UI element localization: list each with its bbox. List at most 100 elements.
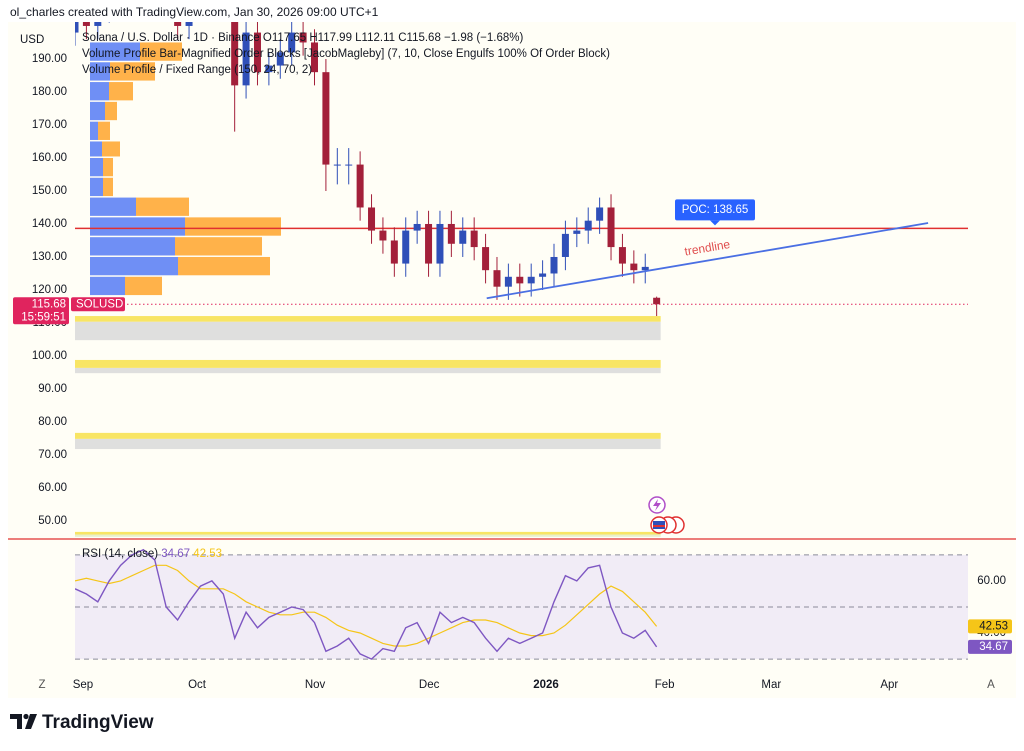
candle-body: [356, 164, 364, 208]
rsi-title-text: RSI (14, close): [82, 548, 158, 560]
y-tick-label: 90.00: [38, 383, 67, 395]
candle-body: [447, 223, 455, 244]
y-tick-label: 180.00: [32, 86, 67, 98]
volume-profile-up: [90, 101, 105, 121]
rsi-legend-value: 42.53: [193, 548, 222, 560]
candle-body: [618, 247, 626, 264]
candle-body: [174, 22, 182, 26]
order-block-top: [75, 316, 661, 322]
order-block-top: [75, 531, 661, 535]
candle-body: [322, 72, 330, 165]
credit: ol_charles created with TradingView.com,…: [10, 5, 379, 19]
candle-body: [82, 22, 90, 26]
value-label: 34.67: [979, 641, 1008, 653]
volume-profile-down: [175, 237, 262, 256]
symbol-box: [71, 297, 125, 312]
candle-body: [253, 32, 261, 73]
order-block-top: [75, 432, 661, 439]
candle-body: [459, 230, 467, 244]
indicator-label: Volume Profile Bar-Magnified Order Block…: [82, 48, 610, 60]
candle-body: [436, 223, 444, 264]
trendline: [486, 222, 929, 300]
rsi-title: RSI (14, close) 34.67 42.53: [82, 548, 222, 560]
candle-body: [482, 247, 490, 271]
symbol-label: SOLUSD: [76, 298, 123, 310]
y-tick-label: 50.00: [38, 515, 67, 527]
candle-body: [333, 164, 341, 166]
control-button[interactable]: A: [987, 679, 995, 691]
candle-body: [504, 276, 512, 287]
volume-profile-up: [90, 177, 103, 197]
candle-body: [607, 207, 615, 248]
candle-body: [311, 42, 319, 73]
candle-body: [379, 230, 387, 241]
rsi-legend-value: 34.67: [161, 548, 190, 560]
y-tick-label: 190.00: [32, 53, 67, 65]
value-label: 42.53: [979, 620, 1008, 632]
candle-body: [584, 220, 592, 231]
y-tick-label: 160.00: [32, 152, 67, 164]
y-tick-label: 100.00: [32, 350, 67, 362]
volume-profile-up: [90, 197, 136, 216]
rsi-line: [75, 564, 658, 647]
volume-profile-down: [109, 82, 133, 101]
indicator-label: Volume Profile / Fixed Range (150, 24, 7…: [82, 64, 312, 76]
volume-profile-down: [105, 101, 117, 121]
candle-body: [630, 263, 638, 271]
volume-profile-down: [140, 42, 182, 61]
x-tick-label: Apr: [880, 679, 898, 691]
last-price-label: 115.68: [32, 298, 66, 310]
volume-profile-down: [103, 177, 113, 197]
volume-profile-down: [185, 217, 281, 236]
candle-body: [596, 207, 604, 221]
volume-profile-down: [103, 157, 113, 177]
x-tick-label: Sep: [73, 679, 93, 691]
last-price-box: [13, 297, 69, 325]
candle-body: [539, 273, 547, 277]
y-tick-label: 70.00: [38, 449, 67, 461]
candle-body: [390, 240, 398, 264]
candle-body: [94, 22, 102, 26]
candle-body: [413, 223, 421, 231]
candle-body: [402, 230, 410, 264]
volume-profile-up: [90, 121, 98, 140]
volume-profile-down: [125, 276, 162, 296]
volume-profile-up: [90, 217, 185, 236]
y-tick-label: 60.00: [38, 482, 67, 494]
value-box: [968, 639, 1012, 654]
candle-body: [231, 22, 239, 86]
x-tick-label: Nov: [305, 679, 326, 691]
event-icons: [648, 496, 685, 534]
y-tick-label: 80.00: [38, 416, 67, 428]
candle-body: [276, 52, 284, 66]
x-tick-label: Oct: [188, 679, 207, 691]
candle-body: [75, 22, 79, 33]
candle-body: [425, 223, 433, 264]
y-tick-label: 150.00: [32, 185, 67, 197]
volume-profile-up: [90, 82, 109, 101]
control-button[interactable]: Z: [38, 679, 45, 691]
volume-profile-down: [136, 197, 189, 216]
poc-box-pointer: [710, 220, 720, 226]
y-tick-label: 140.00: [32, 218, 67, 230]
order-block-top: [75, 359, 661, 368]
currency: USD: [20, 34, 44, 46]
candle-body: [550, 256, 558, 274]
candle-body: [470, 230, 478, 248]
candle-body: [299, 32, 307, 43]
price-pane: trendline: [75, 22, 968, 537]
volume-profile-up: [90, 237, 175, 256]
candle-body: [653, 297, 661, 305]
candle-body: [493, 270, 501, 287]
volume-profile-down: [98, 121, 110, 140]
brand-name: TradingView: [42, 712, 154, 733]
order-block-base: [75, 438, 661, 450]
candle-body: [573, 230, 581, 234]
x-tick-label: Mar: [761, 679, 781, 691]
candle-body: [641, 266, 649, 271]
x-tick-label: 2026: [533, 679, 559, 691]
poc-label: POC: 138.65: [682, 204, 748, 216]
y-tick-label: 120.00: [32, 284, 67, 296]
order-block-base: [75, 367, 661, 374]
